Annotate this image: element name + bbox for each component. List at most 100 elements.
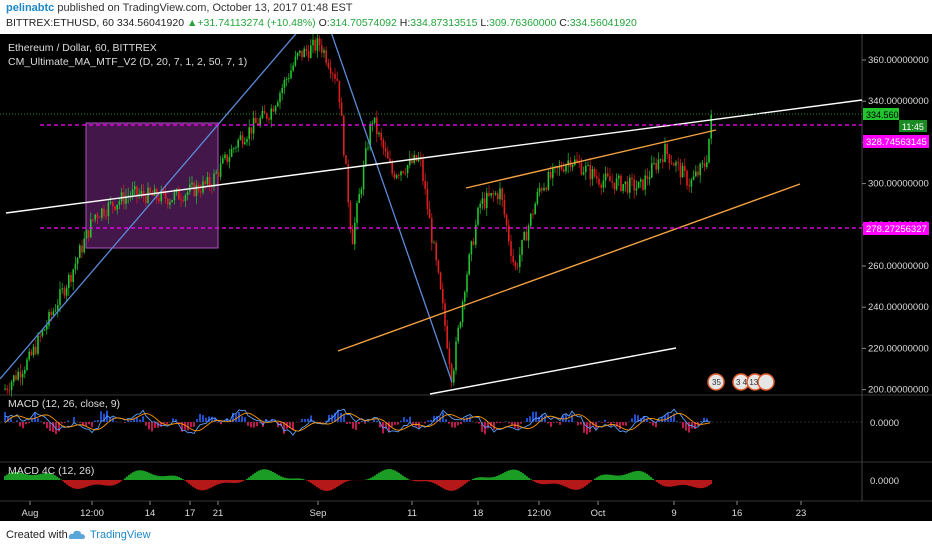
macd4c-bar — [312, 480, 314, 485]
macd4c-bar — [612, 475, 614, 480]
candle-body — [684, 165, 686, 171]
macd4c-bar — [674, 480, 676, 486]
macd4c-bar — [392, 469, 394, 480]
fan-line-down[interactable] — [330, 34, 453, 383]
macd-histogram-bar — [493, 422, 495, 430]
macd4c-bar — [152, 474, 154, 480]
candle-body — [688, 185, 690, 187]
channel-line-lower[interactable] — [337, 183, 801, 352]
candle-body — [270, 108, 272, 120]
macd-histogram-bar — [259, 422, 261, 424]
macd4c-bar — [70, 480, 72, 488]
macd4c-bar — [688, 480, 690, 486]
macd4c-bar — [562, 480, 564, 486]
macd4c-bar — [116, 480, 118, 484]
macd-histogram-bar — [676, 421, 678, 422]
channel-line-upper[interactable] — [465, 129, 717, 189]
candle-body — [598, 178, 600, 185]
candle-body — [103, 208, 105, 216]
macd-histogram-bar — [505, 421, 507, 422]
macd4c-bar — [428, 480, 430, 482]
symbol-label: BITTREX:ETHUSD, 60 — [6, 17, 114, 29]
candle-body — [631, 177, 633, 180]
macd-histogram-bar — [484, 422, 486, 435]
price-tick-label: 300.00000000 — [868, 179, 929, 190]
candle-body — [50, 312, 52, 316]
time-axis[interactable]: Aug 12:00 14 17 21 Sep 11 18 12:00 Oct 9 16 23 — [22, 501, 807, 519]
macd-histogram-bar — [526, 418, 528, 422]
macd-histogram-bar — [136, 417, 138, 422]
candle-body — [261, 110, 264, 119]
candle-body — [530, 213, 532, 226]
macd4c-bar — [22, 473, 24, 480]
macd-histogram-bar — [313, 420, 315, 422]
candle-body — [475, 224, 477, 245]
fan-line-up[interactable] — [0, 34, 300, 380]
candle-body — [255, 117, 257, 124]
macd4c-bar — [576, 480, 578, 490]
macd4c-bar — [322, 480, 324, 491]
macd4c-bar — [4, 475, 6, 480]
macd-legend[interactable]: MACD (12, 26, close, 9) — [8, 398, 121, 410]
candle-body — [191, 182, 193, 185]
candle-body — [4, 388, 6, 390]
candle-body — [354, 222, 356, 245]
macd4c-bar — [680, 480, 682, 485]
macd4c-bar — [18, 472, 20, 480]
author-link[interactable]: pelinabtc — [6, 2, 55, 14]
macd4c-bar — [66, 480, 68, 485]
macd-histogram-bar — [397, 422, 399, 425]
macd-histogram-bar — [499, 422, 501, 424]
macd4c-bar — [212, 480, 214, 487]
macd-histogram-bar — [97, 420, 99, 422]
macd4c-bar — [140, 470, 142, 480]
candle-body — [668, 154, 671, 163]
macd-axis-zero: 0.0000 — [870, 418, 899, 429]
macd4c-bar — [308, 480, 310, 482]
macd4c-bar — [498, 475, 500, 480]
candle-body — [10, 382, 13, 391]
macd4c-bar — [80, 480, 82, 489]
macd4c-bar — [198, 480, 200, 490]
macd-histogram-bar — [352, 422, 354, 429]
macd4c-bar — [570, 480, 572, 489]
macd4c-bar — [164, 476, 166, 480]
macd-histogram-bar — [181, 422, 183, 432]
macd-histogram-bar — [100, 411, 102, 422]
candle-body — [169, 202, 171, 205]
macd4c-bar — [394, 470, 396, 480]
candle-body — [488, 192, 490, 196]
event-badge-left[interactable]: 35 — [707, 373, 725, 391]
candle-body — [585, 165, 587, 173]
macd4c-bar — [446, 480, 448, 491]
candle-body — [376, 117, 378, 135]
trend-line-lower[interactable] — [429, 347, 677, 395]
macd-histogram-bar — [289, 422, 291, 428]
candle-body — [609, 176, 611, 182]
ma-indicator-legend[interactable]: CM_Ultimate_MA_MTF_V2 (D, 20, 7, 1, 2, 5… — [8, 56, 248, 68]
chart-canvas[interactable]: 360.00000000340.00000000320.00000000300.… — [0, 34, 932, 521]
macd4c-legend[interactable]: MACD 4C (12, 26) — [8, 465, 95, 477]
event-badge-right[interactable]: 3 4 13 — [732, 373, 775, 391]
trend-line-upper[interactable] — [5, 99, 863, 214]
candle-body — [545, 187, 547, 190]
candle-body — [195, 184, 198, 197]
macd4c-bar — [170, 475, 172, 480]
macd4c-bar — [436, 480, 438, 485]
macd-histogram-bar — [64, 422, 66, 423]
chart-title-legend[interactable]: Ethereum / Dollar, 60, BITTREX — [8, 42, 157, 54]
tradingview-brand-link[interactable]: TradingView — [90, 529, 151, 541]
candle-body — [116, 204, 118, 210]
macd4c-bar — [208, 480, 210, 489]
candle-body — [457, 327, 459, 342]
macd-histogram-bar — [589, 422, 591, 433]
macd-histogram-bar — [475, 422, 477, 423]
candle-body — [37, 335, 39, 354]
candle-body — [444, 303, 446, 326]
macd-histogram-bar — [367, 420, 369, 422]
macd4c-bar — [528, 477, 530, 480]
candle-body — [233, 148, 235, 150]
chart-area[interactable]: 360.00000000340.00000000320.00000000300.… — [0, 34, 932, 521]
macd4c-bar — [426, 480, 428, 482]
candle-body — [380, 132, 382, 140]
